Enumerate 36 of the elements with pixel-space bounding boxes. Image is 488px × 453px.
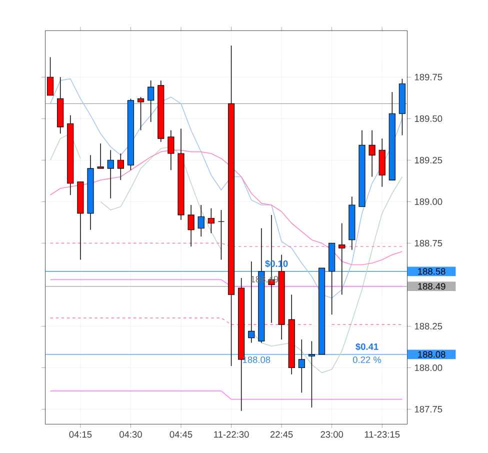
ref-line-label: 188.49 (418, 283, 446, 290)
candlestick (208, 208, 214, 234)
y-tick-label: 188.75 (414, 240, 442, 246)
candlestick (148, 80, 154, 122)
y-tick-label: 189.25 (414, 156, 442, 164)
candlestick (107, 150, 114, 199)
candlestick (218, 210, 225, 260)
candlestick (97, 143, 104, 169)
x-tick-label: 11-22:30 (214, 431, 249, 438)
x-tick-label: 22:45 (270, 431, 293, 438)
x-tick-label: 04:30 (120, 431, 142, 438)
y-tick-label: 189.50 (414, 115, 442, 122)
annotation: 0.22 % (352, 356, 382, 364)
candlestick (137, 96, 144, 131)
ref-line-label: 188.58 (418, 268, 446, 275)
candlestick (188, 204, 194, 247)
candlestick (198, 204, 204, 237)
candlestick (168, 130, 174, 170)
candlestick (368, 130, 376, 178)
line-series (50, 78, 403, 298)
candlestick (338, 222, 346, 296)
candlestick (117, 153, 124, 180)
ref-line-label: 188.08 (418, 351, 446, 358)
y-tick-label: 188.25 (414, 322, 442, 330)
y-tick-label: 187.75 (414, 406, 442, 413)
annotation: 188.08 (242, 356, 270, 364)
x-tick-label: 23:00 (320, 431, 344, 438)
annotation: $0.41 (356, 342, 378, 351)
y-tick-label: 189.75 (414, 74, 442, 80)
candlestick (308, 340, 316, 408)
y-tick-label: 188.00 (414, 364, 442, 372)
y-tick-label: 189.00 (414, 198, 442, 205)
x-tick-label: 04:45 (170, 431, 192, 438)
candlestick (298, 339, 305, 394)
x-tick-label: 04:15 (69, 431, 92, 438)
x-tick-label: 11-23:15 (364, 431, 400, 438)
